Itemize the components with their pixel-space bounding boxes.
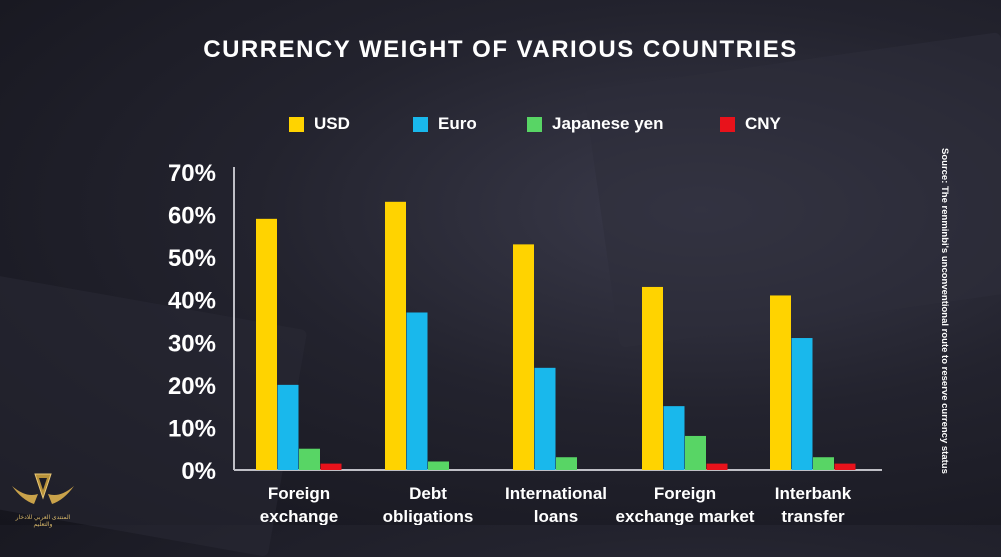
y-tick-label: 60% xyxy=(168,203,216,230)
brand-logo: المنتدى العربي للادخار والتعليم xyxy=(8,468,78,528)
bar xyxy=(406,312,428,470)
bar xyxy=(642,286,663,470)
chart-legend: USD Euro Japanese yen CNY xyxy=(0,114,1001,144)
bar xyxy=(706,463,728,470)
bar xyxy=(791,338,813,470)
y-tick-label: 30% xyxy=(168,330,216,357)
legend-item: USD xyxy=(289,114,350,134)
legend-swatch xyxy=(720,116,735,132)
x-tick-label: Debt obligations xyxy=(383,484,474,525)
bar xyxy=(277,384,299,470)
x-tick-label: Interbank transfer xyxy=(775,484,852,525)
x-tick-label: Foreign exchange market xyxy=(616,484,755,525)
bar xyxy=(428,461,449,470)
bar xyxy=(534,367,556,470)
legend-swatch xyxy=(527,116,542,132)
bar-chart: 0% 10% 20% 30% 40% 50% 60% 70% Foreign exchange De… xyxy=(168,160,882,525)
y-tick-label: 0% xyxy=(181,458,216,485)
bar xyxy=(513,244,534,470)
source-note: Source: The renminbi's unconventional ro… xyxy=(939,148,950,474)
y-tick-label: 50% xyxy=(168,245,216,272)
legend-item: Euro xyxy=(413,114,477,134)
x-tick-label: International loans xyxy=(505,484,607,525)
y-tick-label: 20% xyxy=(168,373,216,400)
bar xyxy=(256,218,277,470)
chart-title: CURRENCY WEIGHT OF VARIOUS COUNTRIES xyxy=(203,36,798,63)
legend-item: CNY xyxy=(720,114,781,134)
bar xyxy=(299,448,320,470)
legend-swatch xyxy=(413,116,428,132)
legend-swatch xyxy=(289,116,304,132)
bar xyxy=(813,457,834,470)
legend-label: Euro xyxy=(438,114,477,133)
bar xyxy=(770,295,791,470)
y-tick-label: 40% xyxy=(168,288,216,315)
legend-item: Japanese yen xyxy=(527,114,664,134)
bar xyxy=(834,463,856,470)
bar xyxy=(663,406,685,470)
legend-label: USD xyxy=(314,114,350,133)
bar xyxy=(385,201,406,471)
x-tick-label: Foreign exchange xyxy=(260,484,338,525)
y-tick-label: 70% xyxy=(168,160,216,187)
bar xyxy=(320,463,342,470)
eagle-logo-icon xyxy=(12,473,74,504)
bar xyxy=(685,435,706,470)
legend-label: Japanese yen xyxy=(552,114,664,133)
legend-label: CNY xyxy=(745,114,781,133)
y-tick-label: 10% xyxy=(168,415,216,442)
bar xyxy=(556,457,577,470)
logo-text: المنتدى العربي للادخار والتعليم xyxy=(15,515,71,528)
